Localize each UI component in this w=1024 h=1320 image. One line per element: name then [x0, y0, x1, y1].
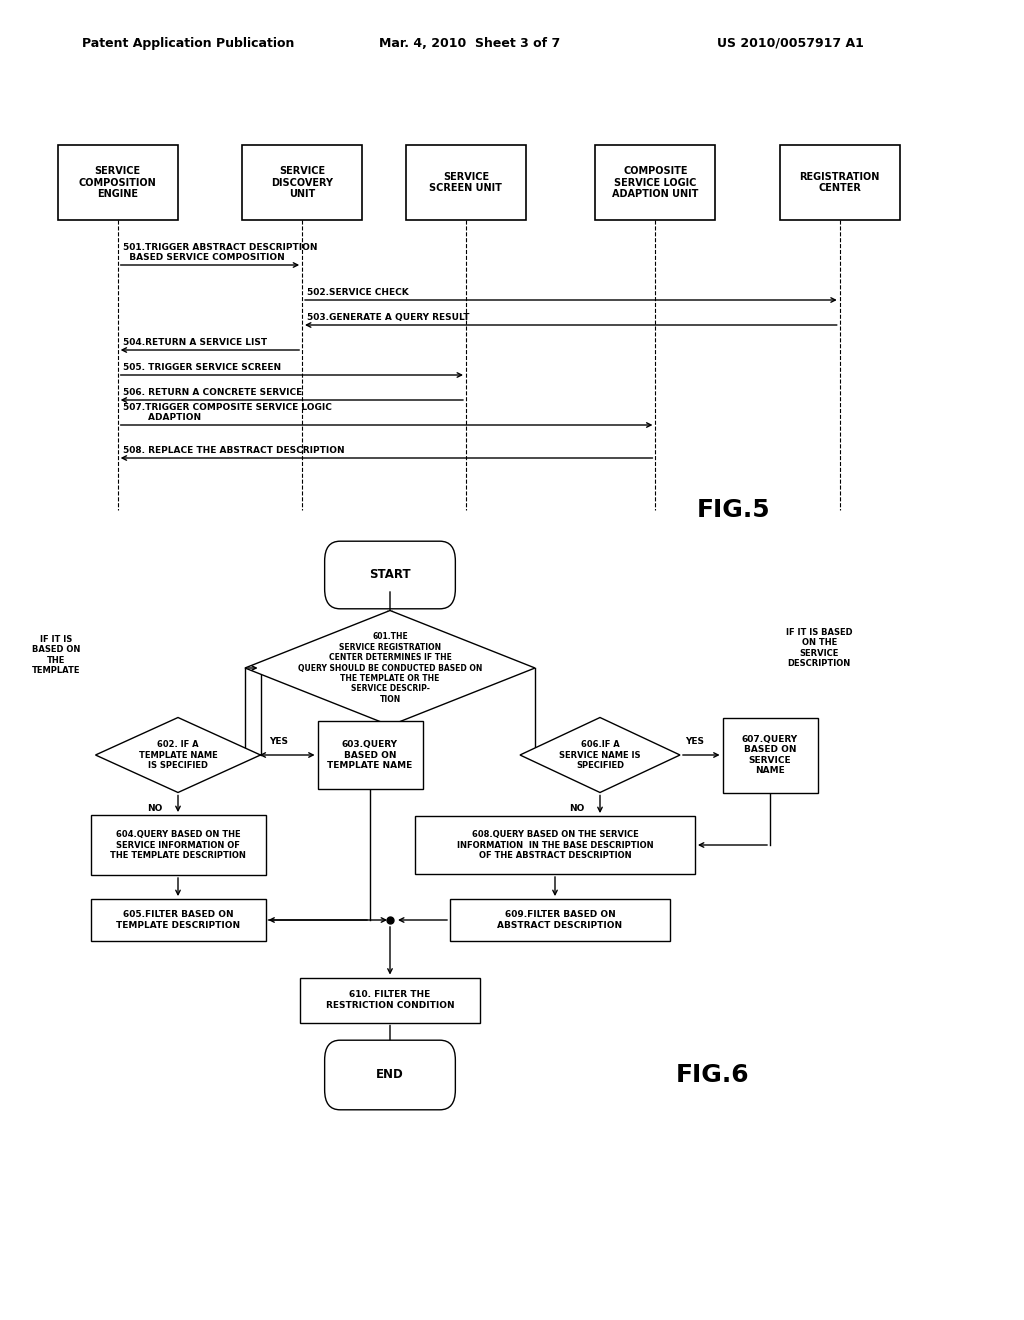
Text: YES: YES [268, 738, 288, 746]
FancyBboxPatch shape [90, 899, 265, 941]
Text: FIG.5: FIG.5 [696, 498, 770, 521]
FancyBboxPatch shape [90, 814, 265, 875]
FancyBboxPatch shape [325, 541, 456, 609]
Text: 504.RETURN A SERVICE LIST: 504.RETURN A SERVICE LIST [123, 338, 267, 347]
FancyBboxPatch shape [325, 1040, 456, 1110]
Text: Patent Application Publication: Patent Application Publication [82, 37, 294, 50]
Text: 604.QUERY BASED ON THE
SERVICE INFORMATION OF
THE TEMPLATE DESCRIPTION: 604.QUERY BASED ON THE SERVICE INFORMATI… [110, 830, 246, 859]
Text: NO: NO [147, 804, 163, 813]
Text: SERVICE
COMPOSITION
ENGINE: SERVICE COMPOSITION ENGINE [79, 166, 157, 199]
Text: 601.THE
SERVICE REGISTRATION
CENTER DETERMINES IF THE
QUERY SHOULD BE CONDUCTED : 601.THE SERVICE REGISTRATION CENTER DETE… [298, 632, 482, 704]
FancyBboxPatch shape [57, 145, 178, 220]
Text: US 2010/0057917 A1: US 2010/0057917 A1 [717, 37, 863, 50]
FancyBboxPatch shape [300, 978, 480, 1023]
FancyBboxPatch shape [595, 145, 716, 220]
Polygon shape [245, 610, 535, 726]
Text: 602. IF A
TEMPLATE NAME
IS SPECIFIED: 602. IF A TEMPLATE NAME IS SPECIFIED [138, 741, 217, 770]
Polygon shape [520, 718, 680, 792]
Text: SERVICE
DISCOVERY
UNIT: SERVICE DISCOVERY UNIT [271, 166, 333, 199]
Text: REGISTRATION
CENTER: REGISTRATION CENTER [800, 172, 880, 193]
FancyBboxPatch shape [242, 145, 362, 220]
Text: SERVICE
SCREEN UNIT: SERVICE SCREEN UNIT [429, 172, 503, 193]
Text: 508. REPLACE THE ABSTRACT DESCRIPTION: 508. REPLACE THE ABSTRACT DESCRIPTION [123, 446, 344, 455]
FancyBboxPatch shape [723, 718, 817, 792]
Text: 603.QUERY
BASED ON
TEMPLATE NAME: 603.QUERY BASED ON TEMPLATE NAME [328, 741, 413, 770]
FancyBboxPatch shape [779, 145, 900, 220]
Text: Mar. 4, 2010  Sheet 3 of 7: Mar. 4, 2010 Sheet 3 of 7 [379, 37, 560, 50]
Text: 506. RETURN A CONCRETE SERVICE: 506. RETURN A CONCRETE SERVICE [123, 388, 302, 397]
Text: 502.SERVICE CHECK: 502.SERVICE CHECK [307, 288, 409, 297]
FancyBboxPatch shape [406, 145, 526, 220]
Text: 503.GENERATE A QUERY RESULT: 503.GENERATE A QUERY RESULT [307, 313, 470, 322]
FancyBboxPatch shape [317, 721, 423, 789]
FancyBboxPatch shape [450, 899, 670, 941]
Text: END: END [376, 1068, 403, 1081]
Text: NO: NO [569, 804, 585, 813]
Text: 607.QUERY
BASED ON
SERVICE
NAME: 607.QUERY BASED ON SERVICE NAME [742, 735, 798, 775]
Text: 501.TRIGGER ABSTRACT DESCRIPTION
  BASED SERVICE COMPOSITION: 501.TRIGGER ABSTRACT DESCRIPTION BASED S… [123, 243, 317, 261]
Text: FIG.6: FIG.6 [676, 1063, 750, 1086]
Text: IF IT IS BASED
ON THE
SERVICE
DESCRIPTION: IF IT IS BASED ON THE SERVICE DESCRIPTIO… [785, 628, 853, 668]
Text: 610. FILTER THE
RESTRICTION CONDITION: 610. FILTER THE RESTRICTION CONDITION [326, 990, 455, 1010]
Text: 507.TRIGGER COMPOSITE SERVICE LOGIC
        ADAPTION: 507.TRIGGER COMPOSITE SERVICE LOGIC ADAP… [123, 403, 332, 422]
Text: COMPOSITE
SERVICE LOGIC
ADAPTION UNIT: COMPOSITE SERVICE LOGIC ADAPTION UNIT [612, 166, 698, 199]
Text: 606.IF A
SERVICE NAME IS
SPECIFIED: 606.IF A SERVICE NAME IS SPECIFIED [559, 741, 641, 770]
Text: IF IT IS
BASED ON
THE
TEMPLATE: IF IT IS BASED ON THE TEMPLATE [32, 635, 81, 675]
Text: 608.QUERY BASED ON THE SERVICE
INFORMATION  IN THE BASE DESCRIPTION
OF THE ABSTR: 608.QUERY BASED ON THE SERVICE INFORMATI… [457, 830, 653, 859]
Text: 609.FILTER BASED ON
ABSTRACT DESCRIPTION: 609.FILTER BASED ON ABSTRACT DESCRIPTION [498, 911, 623, 929]
FancyBboxPatch shape [415, 816, 695, 874]
Text: YES: YES [685, 738, 705, 746]
Text: 605.FILTER BASED ON
TEMPLATE DESCRIPTION: 605.FILTER BASED ON TEMPLATE DESCRIPTION [116, 911, 240, 929]
Polygon shape [95, 718, 260, 792]
Text: 505. TRIGGER SERVICE SCREEN: 505. TRIGGER SERVICE SCREEN [123, 363, 281, 372]
Text: START: START [370, 569, 411, 582]
